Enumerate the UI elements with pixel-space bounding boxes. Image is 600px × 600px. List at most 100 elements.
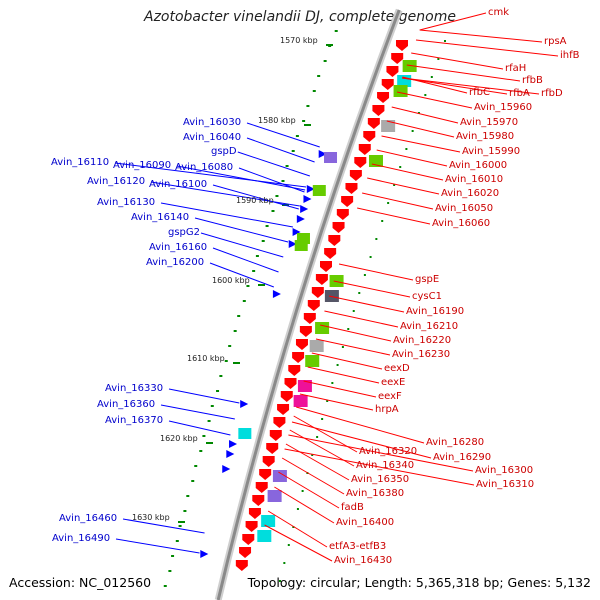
tick-mark [283, 562, 286, 564]
tick-mark [443, 40, 446, 42]
tick-mark [317, 75, 321, 77]
reverse-gene-arrow [299, 326, 312, 337]
gene-label: Avin_16060 [432, 218, 491, 229]
tick-mark [275, 195, 279, 197]
topology-text: Topology: circular; Length: 5,365,318 bp… [247, 575, 591, 590]
gene-label: Avin_16110 [51, 157, 110, 168]
leader-line [115, 538, 200, 554]
gene-label: Avin_16050 [435, 203, 494, 214]
gene-label: Avin_16020 [441, 188, 500, 199]
leader-line [168, 388, 240, 404]
gene-label: rfbD [541, 88, 563, 99]
forward-gene-arrow [288, 240, 297, 248]
gene-label: Avin_16460 [59, 513, 118, 524]
leader-line [237, 151, 310, 177]
leader-line [293, 415, 358, 453]
leader-line [419, 29, 543, 43]
reverse-gene-arrow [245, 521, 258, 532]
gene-label: gspD [211, 146, 237, 157]
gene-label: Avin_16080 [175, 162, 234, 173]
reverse-gene-arrow [328, 235, 341, 246]
gene-label: rfaH [505, 63, 527, 74]
gene-label: Avin_15970 [460, 117, 519, 128]
leader-line [194, 217, 289, 243]
gene-label: Avin_16360 [97, 399, 156, 410]
leader-line [122, 518, 205, 534]
gene-label: Avin_16010 [445, 174, 504, 185]
tick-mark [281, 180, 285, 182]
reverse-gene-arrow [349, 170, 362, 181]
leader-line [284, 448, 475, 486]
tick-mark [255, 255, 259, 257]
cog-block [261, 515, 276, 527]
tick-mark [233, 330, 237, 332]
reverse-gene-arrow [391, 53, 404, 64]
tick-mark [347, 328, 350, 330]
tick-mark [312, 90, 316, 92]
tick-mark [301, 490, 304, 492]
ruler-tick [304, 124, 311, 126]
leader-line [415, 39, 559, 57]
gene-label: Avin_16040 [183, 132, 242, 143]
gene-label: gspG2 [168, 227, 201, 238]
forward-gene-arrow [300, 205, 309, 213]
tick-mark [191, 480, 195, 482]
leader-line [324, 310, 399, 328]
leader-line [160, 404, 235, 420]
tick-mark [194, 465, 198, 467]
tick-mark [375, 238, 378, 240]
reverse-gene-arrow [354, 157, 367, 168]
ruler-label: 1610 kbp [187, 354, 225, 363]
reverse-gene-arrow [235, 560, 248, 571]
tick-mark [285, 165, 289, 167]
map-title: Azotobacter vinelandii DJ, complete geno… [144, 9, 456, 25]
tick-mark [168, 570, 172, 572]
leader-line [274, 486, 335, 524]
gene-label: Avin_16200 [146, 257, 205, 268]
leader-line [357, 207, 431, 225]
leader-line [411, 52, 504, 70]
tick-mark [411, 130, 414, 132]
tick-mark [291, 150, 295, 152]
gene-label: Avin_16290 [433, 452, 492, 463]
tick-mark [287, 544, 290, 546]
reverse-gene-arrow [277, 404, 290, 415]
gene-label: Avin_16400 [336, 517, 395, 528]
reverse-gene-arrow [363, 131, 376, 142]
ruler-label: 1570 kbp [280, 36, 318, 45]
leader-line [299, 393, 374, 411]
tick-mark [311, 454, 314, 456]
cog-block [309, 340, 324, 352]
leader-line [212, 184, 299, 210]
tick-mark [271, 210, 275, 212]
gene-label: Avin_16120 [87, 176, 146, 187]
leader-line [246, 137, 315, 163]
leader-line [212, 247, 279, 273]
tick-mark [363, 274, 366, 276]
gene-label: Avin_16330 [105, 383, 164, 394]
cog-block [297, 380, 312, 392]
reverse-gene-arrow [269, 430, 282, 441]
reverse-gene-arrow [262, 456, 275, 467]
reverse-gene-arrow [266, 443, 279, 454]
reverse-gene-arrow [252, 495, 265, 506]
tick-mark [296, 508, 299, 510]
ruler-tick [206, 442, 213, 444]
gene-label: rfbB [522, 75, 543, 86]
gene-label: Avin_16090 [113, 160, 172, 171]
ruler-label: 1590 kbp [236, 196, 274, 205]
leader-line [200, 232, 284, 258]
gene-label: etfA3-etfB3 [329, 541, 387, 552]
tick-mark [405, 148, 408, 150]
leader-line [338, 263, 414, 281]
tick-mark [334, 30, 338, 32]
gene-label: rfbC [469, 87, 490, 98]
tick-mark [369, 256, 372, 258]
reverse-gene-arrow [377, 92, 390, 103]
leader-line [307, 366, 380, 384]
reverse-gene-arrow [372, 105, 385, 116]
cog-block [324, 290, 339, 302]
leader-line [406, 64, 521, 82]
tick-mark [278, 580, 281, 582]
gene-label: cysC1 [412, 291, 442, 302]
